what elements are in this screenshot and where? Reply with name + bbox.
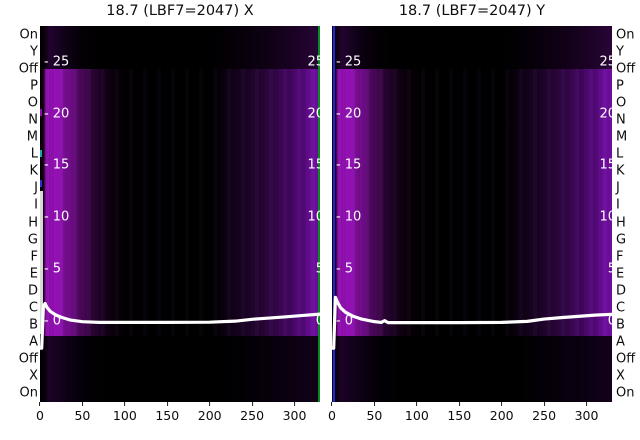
y-axis-label: Input [0,180,1,214]
x-axis-tick: 100 [405,402,429,423]
category-axis-label: M [26,129,38,145]
category-axis-label: C [616,300,626,316]
category-axis-label: X [29,368,38,384]
category-axis-label: A [616,334,625,350]
heatmap-band-top [332,26,612,70]
x-axis-tick: 200 [198,402,222,423]
x-axis-panel-x: 0 50 100 150 200 250 300 [36,402,320,436]
category-axis-label: O [27,95,38,111]
category-axis-label: P [30,78,38,94]
heatmap-band-main [332,69,612,337]
category-axis-label: E [616,266,625,282]
category-axis-label: X [616,368,625,384]
x-axis-tick: 0 [328,402,336,423]
panel-y-heatmap[interactable]: -25-20-15-10-5-0 25 20 15 10 5 0 [332,26,612,402]
x-axis-tick: 50 [366,402,382,423]
category-axis-label: D [616,283,627,299]
heatmap-band-top [40,26,320,70]
category-axis-label: Y [30,44,38,60]
panel-x-title: 18.7 (LBF7=2047) X [106,3,254,19]
blue-speck [40,180,42,188]
x-axis-tick: 150 [155,402,179,423]
cyan-speck [40,150,42,158]
category-axis-label: K [29,163,38,179]
x-axis-tick: 250 [240,402,264,423]
category-axis-label: Off [616,351,636,367]
category-axis-label: P [616,78,624,94]
category-axis-label: O [616,95,627,111]
category-axis-label: C [28,300,38,316]
category-axis-left: On Y Off P O N M L K J I H G F E D C B A Off X On [4,26,38,402]
x-axis-tick: 250 [532,402,556,423]
x-axis-tick: 200 [490,402,514,423]
category-axis-label: J [34,180,38,196]
category-axis-label: On [19,27,38,43]
panel-x[interactable]: 18.7 (LBF7=2047) X -25-20-15-10-5-0 25 20… [40,3,320,402]
panel-x-trace [40,301,320,350]
category-axis-label: B [29,317,38,333]
purple-speck [40,108,42,116]
x-axis-tick: 0 [36,402,44,423]
category-axis-label: E [29,266,38,282]
green-edge-stripe-icon [318,26,320,402]
category-axis-label: N [28,112,38,128]
category-axis-label: K [616,163,625,179]
category-axis-right: On Y Off P O N M L K J I H G F E D C B A Off X On [614,26,640,402]
category-axis-label: G [27,232,38,248]
category-axis-label: L [30,146,38,162]
heatmap-band-bottom [40,336,320,402]
category-axis-label: I [34,197,38,213]
x-axis-tick: 150 [447,402,471,423]
x-axis-tick: 300 [283,402,306,423]
panel-x-heatmap[interactable]: -25-20-15-10-5-0 25 20 15 10 5 0 [40,26,320,402]
category-axis-label: Off [18,351,38,367]
category-axis-label: Off [18,61,38,77]
white-edge-stripe [40,191,43,335]
category-axis-label: On [616,27,635,43]
category-axis-label: Off [616,61,636,77]
x-axis-tick: 300 [575,402,598,423]
category-axis-label: B [616,317,625,333]
category-axis-label: H [616,215,626,231]
category-axis-label: D [27,283,38,299]
category-axis-label: Y [616,44,624,60]
heatmap-band-main [40,69,320,337]
panel-y-title: 18.7 (LBF7=2047) Y [398,3,546,19]
category-axis-label: M [616,129,628,145]
heatmap-band-bottom [332,336,612,402]
category-axis-label: I [616,197,620,213]
panel-y[interactable]: 18.7 (LBF7=2047) Y -25-20-15-10-5-0 25 20… [332,3,612,402]
x-axis-tick: 100 [113,402,137,423]
category-axis-label: On [616,385,635,401]
category-axis-label: A [29,334,38,350]
category-axis-label: H [28,215,38,231]
category-axis-label: F [30,249,38,265]
category-axis-label: L [616,146,624,162]
x-axis-panel-y: 0 50 100 150 200 250 300 [328,402,612,436]
category-axis-label: J [616,180,620,196]
category-axis-label: F [616,249,624,265]
panel-y-trace [332,295,612,350]
blue-edge-stripe-icon [333,26,335,402]
x-axis-tick: 50 [74,402,90,423]
category-axis-label: N [616,112,626,128]
category-axis-label: G [616,232,627,248]
category-axis-label: On [19,385,38,401]
